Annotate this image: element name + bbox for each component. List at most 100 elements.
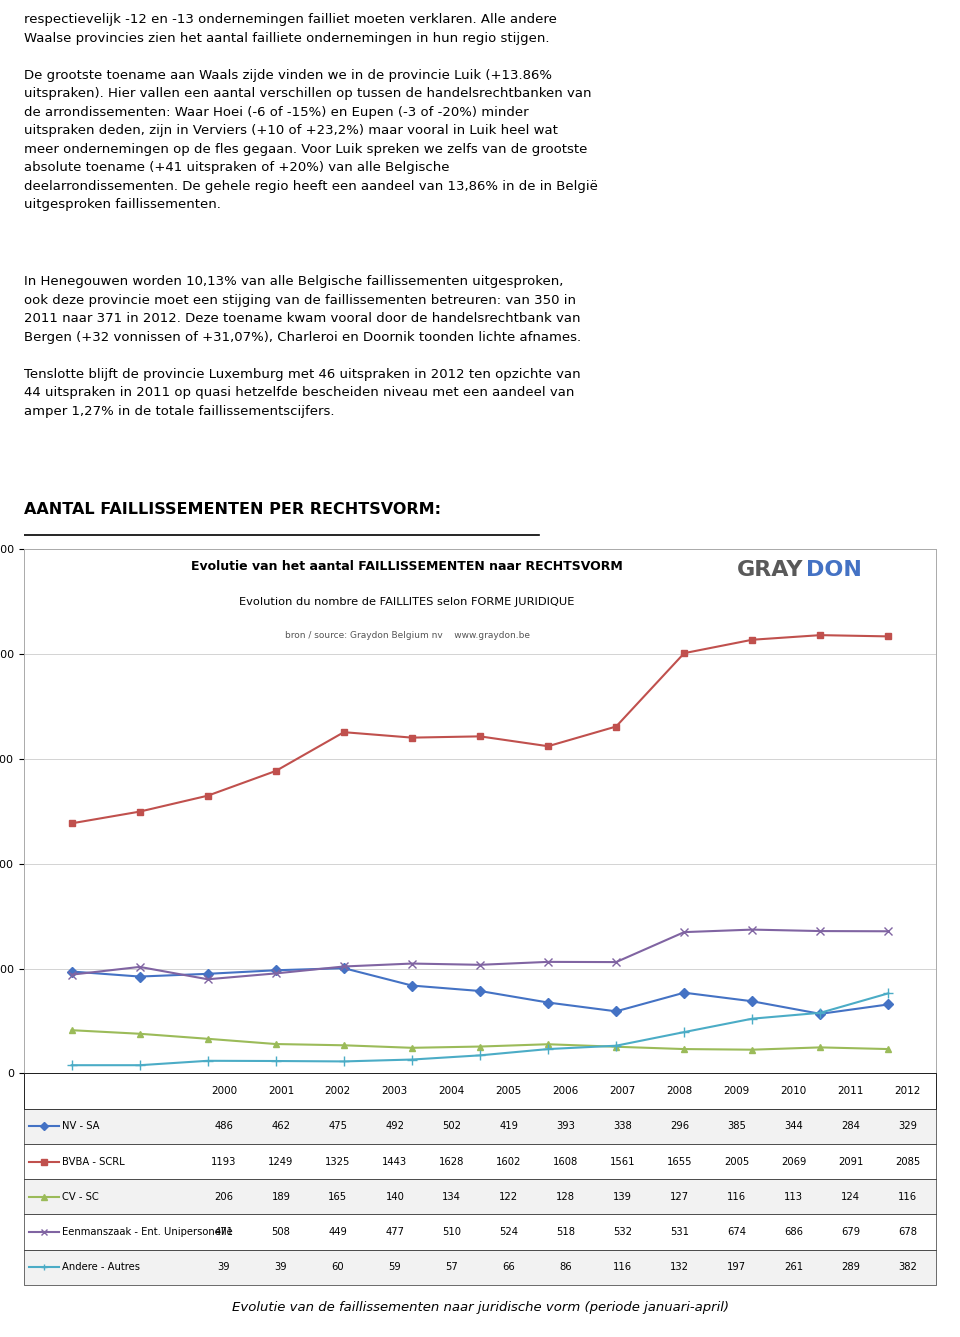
- BVBA - SCRL: [611, 718, 622, 734]
- Text: 128: 128: [556, 1191, 575, 1202]
- NV - SA: [611, 1003, 622, 1019]
- Text: 518: 518: [556, 1227, 575, 1237]
- Text: 2091: 2091: [838, 1157, 863, 1167]
- CV - SC: [66, 1023, 78, 1039]
- CV - SC: [882, 1042, 894, 1058]
- Text: 1602: 1602: [496, 1157, 521, 1167]
- Text: 674: 674: [727, 1227, 746, 1237]
- Text: 2007: 2007: [610, 1086, 636, 1096]
- Text: 2069: 2069: [780, 1157, 806, 1167]
- Text: 471: 471: [214, 1227, 233, 1237]
- Text: 2001: 2001: [268, 1086, 294, 1096]
- NV - SA: [474, 983, 486, 999]
- Text: 86: 86: [560, 1262, 572, 1273]
- CV - SC: [542, 1036, 554, 1052]
- BVBA - SCRL: [134, 804, 146, 820]
- Text: 284: 284: [841, 1122, 860, 1131]
- Andere - Autres: [406, 1051, 418, 1067]
- BVBA - SCRL: [66, 816, 78, 832]
- NV - SA: [679, 984, 690, 1000]
- Text: 165: 165: [328, 1191, 348, 1202]
- Andere - Autres: [611, 1038, 622, 1054]
- Text: 686: 686: [784, 1227, 804, 1237]
- Text: GRAY: GRAY: [737, 560, 804, 580]
- Text: 2005: 2005: [495, 1086, 522, 1096]
- Andere - Autres: [679, 1024, 690, 1040]
- CV - SC: [679, 1042, 690, 1058]
- Text: 486: 486: [214, 1122, 233, 1131]
- Text: 122: 122: [499, 1191, 518, 1202]
- Eenmanszaak - Ent. Unipersonelle: [474, 957, 486, 973]
- Text: DON: DON: [806, 560, 862, 580]
- Eenmanszaak - Ent. Unipersonelle: [679, 924, 690, 940]
- Text: 296: 296: [670, 1122, 689, 1131]
- Text: 393: 393: [556, 1122, 575, 1131]
- Eenmanszaak - Ent. Unipersonelle: [747, 921, 758, 937]
- Andere - Autres: [202, 1052, 213, 1068]
- Text: 1608: 1608: [553, 1157, 578, 1167]
- Text: 1561: 1561: [610, 1157, 636, 1167]
- BVBA - SCRL: [542, 738, 554, 754]
- Text: 2003: 2003: [382, 1086, 408, 1096]
- CV - SC: [338, 1038, 349, 1054]
- Text: 2010: 2010: [780, 1086, 806, 1096]
- Text: 66: 66: [502, 1262, 516, 1273]
- Line: Andere - Autres: Andere - Autres: [67, 988, 893, 1070]
- Andere - Autres: [474, 1047, 486, 1063]
- Andere - Autres: [270, 1054, 281, 1070]
- Text: 197: 197: [727, 1262, 746, 1273]
- Text: 139: 139: [613, 1191, 633, 1202]
- Text: 329: 329: [898, 1122, 917, 1131]
- Text: 477: 477: [385, 1227, 404, 1237]
- Andere - Autres: [882, 985, 894, 1001]
- Text: 1655: 1655: [667, 1157, 692, 1167]
- Text: 39: 39: [275, 1262, 287, 1273]
- Text: 475: 475: [328, 1122, 348, 1131]
- Text: 132: 132: [670, 1262, 689, 1273]
- NV - SA: [747, 993, 758, 1009]
- Text: AANTAL FAILLISSEMENTEN PER RECHTSVORM:: AANTAL FAILLISSEMENTEN PER RECHTSVORM:: [24, 503, 441, 517]
- Bar: [24, 1108, 936, 1144]
- NV - SA: [338, 960, 349, 976]
- Text: 1193: 1193: [211, 1157, 236, 1167]
- Text: 2085: 2085: [895, 1157, 920, 1167]
- CV - SC: [474, 1039, 486, 1055]
- Eenmanszaak - Ent. Unipersonelle: [406, 956, 418, 972]
- Bar: [24, 1179, 936, 1214]
- Text: 127: 127: [670, 1191, 689, 1202]
- Line: Eenmanszaak - Ent. Unipersonelle: Eenmanszaak - Ent. Unipersonelle: [67, 925, 893, 984]
- Text: 492: 492: [385, 1122, 404, 1131]
- Text: 124: 124: [841, 1191, 860, 1202]
- Text: 289: 289: [841, 1262, 860, 1273]
- Text: 502: 502: [443, 1122, 462, 1131]
- Text: 57: 57: [445, 1262, 458, 1273]
- Text: 261: 261: [784, 1262, 804, 1273]
- BVBA - SCRL: [474, 729, 486, 745]
- Text: 344: 344: [784, 1122, 803, 1131]
- Text: 134: 134: [443, 1191, 461, 1202]
- Text: 1443: 1443: [382, 1157, 407, 1167]
- Text: 140: 140: [385, 1191, 404, 1202]
- Text: 116: 116: [898, 1191, 917, 1202]
- Andere - Autres: [338, 1054, 349, 1070]
- Text: Andere - Autres: Andere - Autres: [62, 1262, 140, 1273]
- Eenmanszaak - Ent. Unipersonelle: [66, 967, 78, 983]
- Eenmanszaak - Ent. Unipersonelle: [814, 923, 826, 939]
- NV - SA: [882, 996, 894, 1012]
- Text: 385: 385: [727, 1122, 746, 1131]
- Text: 116: 116: [613, 1262, 633, 1273]
- Text: 2004: 2004: [439, 1086, 465, 1096]
- Andere - Autres: [747, 1011, 758, 1027]
- NV - SA: [134, 968, 146, 984]
- Text: 2011: 2011: [837, 1086, 864, 1096]
- Text: 60: 60: [331, 1262, 345, 1273]
- Text: 2008: 2008: [666, 1086, 693, 1096]
- BVBA - SCRL: [814, 627, 826, 643]
- BVBA - SCRL: [202, 787, 213, 804]
- BVBA - SCRL: [270, 763, 281, 779]
- Text: Eenmanszaak - Ent. Unipersonelle: Eenmanszaak - Ent. Unipersonelle: [62, 1227, 233, 1237]
- Text: 462: 462: [272, 1122, 291, 1131]
- Text: 679: 679: [841, 1227, 860, 1237]
- Eenmanszaak - Ent. Unipersonelle: [202, 971, 213, 987]
- Bar: [24, 1144, 936, 1179]
